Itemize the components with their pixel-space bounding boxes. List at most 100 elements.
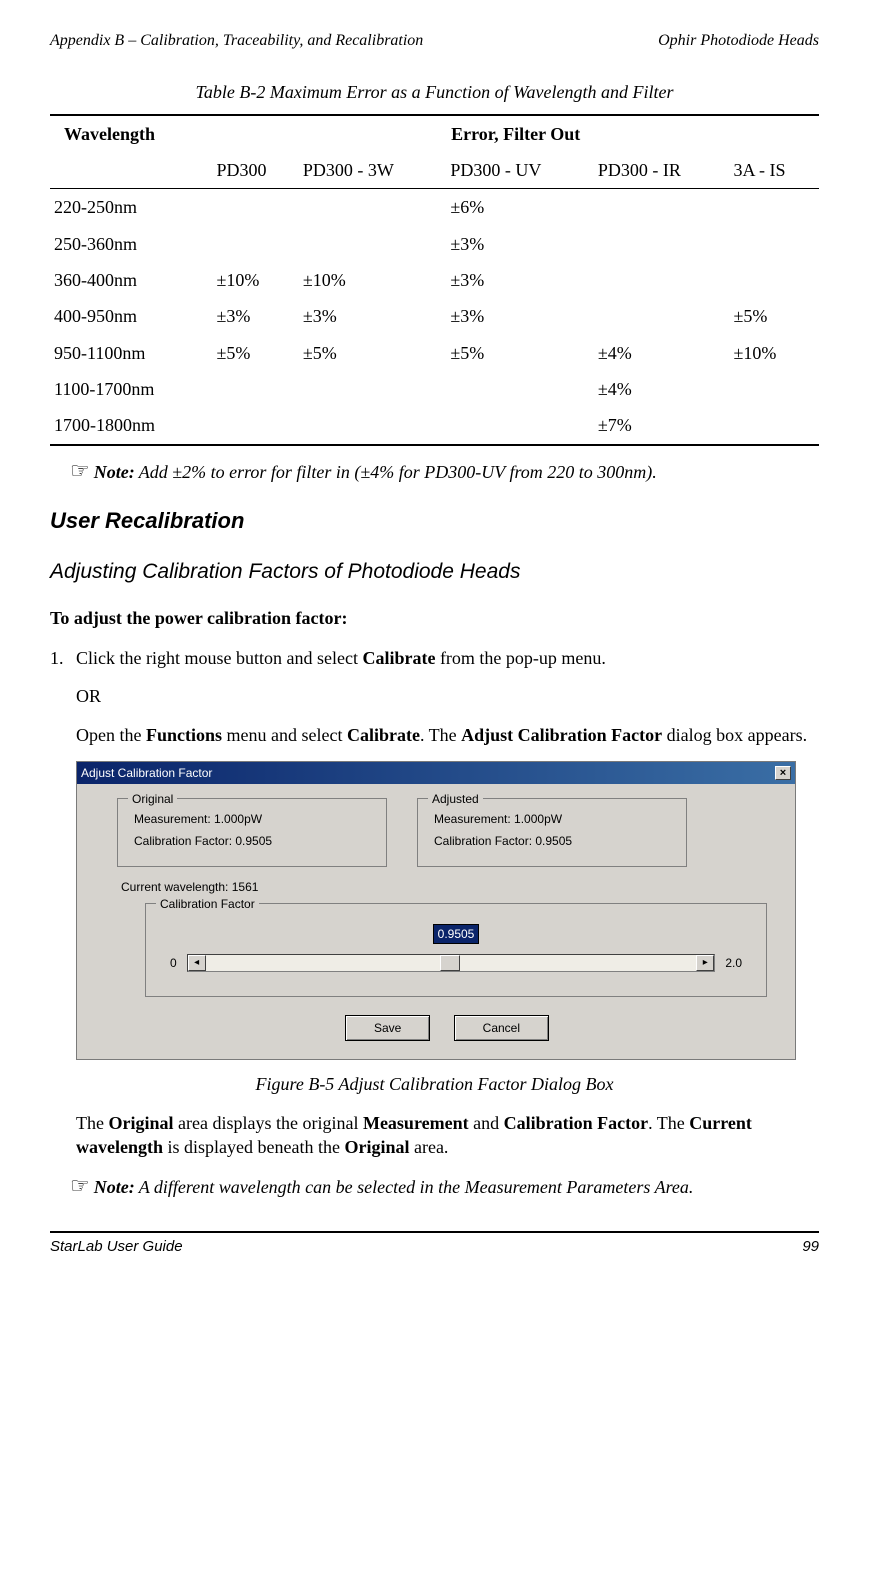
table-row: 1700-1800nm ±7%: [50, 407, 819, 444]
table-cell: ±10%: [212, 262, 298, 298]
cal-value-input[interactable]: 0.9505: [433, 924, 480, 944]
table-cell: ±7%: [594, 407, 730, 444]
footer-left: StarLab User Guide: [50, 1237, 183, 1257]
col-3a-is: 3A - IS: [730, 152, 819, 189]
t: Original: [344, 1137, 409, 1157]
table-cell: [299, 189, 447, 226]
group-calibration-factor: Calibration Factor 0.9505 0 ◂ ▸ 2.0: [145, 903, 767, 997]
table-cell: [594, 262, 730, 298]
table-cell: ±10%: [730, 335, 819, 371]
table-cell: [594, 189, 730, 226]
heading-to-adjust: To adjust the power calibration factor:: [50, 606, 819, 630]
table-cell: ±5%: [446, 335, 594, 371]
arrow-right-icon[interactable]: ▸: [696, 955, 714, 971]
table-cell: 950-1100nm: [50, 335, 212, 371]
table-cell: [212, 226, 298, 262]
blank: [50, 152, 212, 189]
t: and: [469, 1113, 504, 1133]
table-cell: ±3%: [299, 298, 447, 334]
table-cell: [299, 226, 447, 262]
table-cell: [730, 226, 819, 262]
t: is displayed beneath the: [163, 1137, 344, 1157]
page-footer: StarLab User Guide 99: [50, 1231, 819, 1257]
table-cell: ±3%: [446, 226, 594, 262]
note-label: Note:: [94, 462, 135, 482]
table-cell: ±3%: [212, 298, 298, 334]
step-number: 1.: [50, 646, 76, 670]
table-cell: ±4%: [594, 335, 730, 371]
table-row: 950-1100nm±5%±5%±5%±4%±10%: [50, 335, 819, 371]
col-wavelength: Wavelength: [50, 115, 212, 152]
table-cell: ±3%: [446, 298, 594, 334]
footer-right: 99: [802, 1237, 819, 1257]
table-cell: ±6%: [446, 189, 594, 226]
slider-thumb[interactable]: [440, 955, 460, 971]
legend-adjusted: Adjusted: [428, 791, 483, 807]
table-cell: [212, 189, 298, 226]
table-cell: 1100-1700nm: [50, 371, 212, 407]
table-title: Table B-2 Maximum Error as a Function of…: [50, 80, 819, 104]
legend-cal: Calibration Factor: [156, 896, 259, 912]
dialog-titlebar[interactable]: Adjust Calibration Factor ×: [77, 762, 795, 784]
col-group: Error, Filter Out: [212, 115, 819, 152]
header-right: Ophir Photodiode Heads: [658, 30, 819, 52]
table-cell: ±5%: [212, 335, 298, 371]
group-original: Original Measurement: 1.000pW Calibratio…: [117, 798, 387, 866]
table-cell: 360-400nm: [50, 262, 212, 298]
step-1: 1. Click the right mouse button and sele…: [50, 646, 819, 670]
table-cell: [299, 371, 447, 407]
table-row: 360-400nm±10%±10%±3%: [50, 262, 819, 298]
group-adjusted: Adjusted Measurement: 1.000pW Calibratio…: [417, 798, 687, 866]
t: Measurement: [363, 1113, 469, 1133]
arrow-left-icon[interactable]: ◂: [188, 955, 206, 971]
table-cell: ±5%: [730, 298, 819, 334]
slider-min: 0: [170, 955, 177, 971]
t: from the pop-up menu.: [435, 648, 605, 668]
table-cell: 400-950nm: [50, 298, 212, 334]
table-cell: ±5%: [299, 335, 447, 371]
page-header: Appendix B – Calibration, Traceability, …: [50, 30, 819, 52]
col-pd300: PD300: [212, 152, 298, 189]
t: Adjust Calibration Factor: [461, 725, 662, 745]
table-cell: [212, 371, 298, 407]
t: menu and select: [222, 725, 347, 745]
table-cell: [730, 262, 819, 298]
save-button[interactable]: Save: [345, 1015, 430, 1041]
step-or: OR: [76, 684, 819, 708]
current-wavelength: Current wavelength: 1561: [121, 879, 777, 895]
col-pd300-uv: PD300 - UV: [446, 152, 594, 189]
table-cell: [446, 371, 594, 407]
t: Calibrate: [362, 648, 435, 668]
table-row: 400-950nm±3%±3%±3%±5%: [50, 298, 819, 334]
t: Functions: [146, 725, 222, 745]
t: The: [76, 1113, 108, 1133]
error-table: Wavelength Error, Filter Out PD300 PD300…: [50, 114, 819, 446]
t: Calibrate: [347, 725, 420, 745]
t: Open the: [76, 725, 146, 745]
figure-caption: Figure B-5 Adjust Calibration Factor Dia…: [50, 1072, 819, 1096]
table-cell: [730, 407, 819, 444]
table-cell: ±10%: [299, 262, 447, 298]
cancel-button[interactable]: Cancel: [454, 1015, 549, 1041]
t: . The: [420, 725, 461, 745]
table-cell: 1700-1800nm: [50, 407, 212, 444]
close-icon[interactable]: ×: [775, 766, 791, 780]
dialog-title: Adjust Calibration Factor: [81, 765, 212, 781]
slider[interactable]: ◂ ▸: [187, 954, 716, 972]
original-measurement: Measurement: 1.000pW: [134, 811, 370, 827]
table-row: 220-250nm±6%: [50, 189, 819, 226]
table-row: 1100-1700nm±4%: [50, 371, 819, 407]
col-pd300-3w: PD300 - 3W: [299, 152, 447, 189]
t: dialog box appears.: [662, 725, 807, 745]
paragraph-original: The Original area displays the original …: [76, 1111, 819, 1160]
note-label: Note:: [94, 1177, 135, 1197]
t: area.: [409, 1137, 448, 1157]
adjusted-cal-factor: Calibration Factor: 0.9505: [434, 833, 670, 849]
note-icon: ☞: [70, 460, 90, 484]
t: Calibration Factor: [504, 1113, 648, 1133]
legend-original: Original: [128, 791, 177, 807]
table-cell: [299, 407, 447, 444]
table-cell: [730, 189, 819, 226]
table-cell: [594, 226, 730, 262]
adjusted-measurement: Measurement: 1.000pW: [434, 811, 670, 827]
